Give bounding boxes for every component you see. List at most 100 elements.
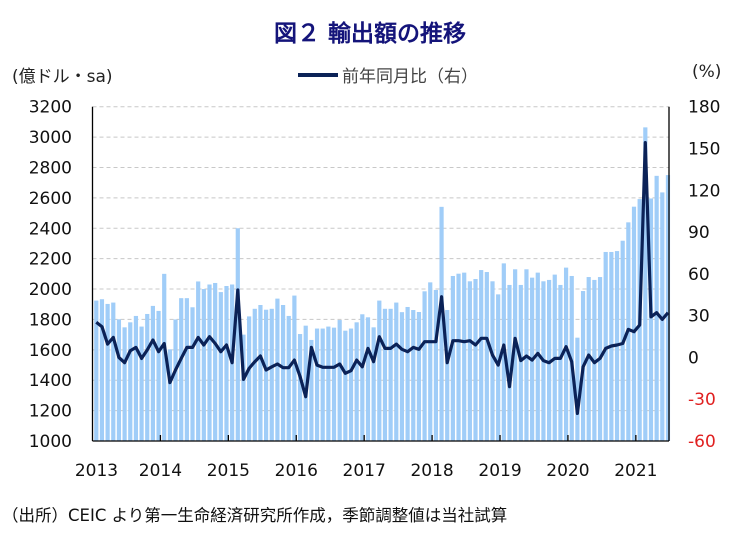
bar-export-value: [139, 326, 144, 441]
bar-export-value: [354, 322, 359, 441]
yoy-line: [95, 141, 670, 415]
right-tick-label: 150: [688, 139, 720, 159]
bar-export-value: [297, 334, 303, 441]
bar-export-value: [264, 309, 269, 441]
bar-export-value: [473, 279, 478, 441]
bar-export-value: [190, 307, 195, 441]
bar-export-value: [416, 311, 422, 441]
bar-export-value: [371, 327, 376, 441]
bar-export-value: [343, 330, 348, 441]
bar-export-value: [292, 295, 297, 441]
bar-export-value: [462, 272, 467, 441]
left-tick-label: 1600: [29, 341, 72, 361]
bar-export-value: [558, 284, 563, 441]
bar-export-value: [156, 310, 161, 441]
bar-export-value: [122, 327, 127, 441]
bar-export-value: [224, 286, 229, 441]
bar-export-value: [128, 322, 133, 441]
bar-export-value: [331, 327, 337, 441]
left-tick-label: 2200: [29, 250, 72, 270]
bar-export-value: [563, 267, 569, 441]
left-tick-label: 3000: [29, 128, 72, 148]
bar-export-value: [207, 284, 212, 441]
bar-export-value: [184, 298, 189, 441]
bar-export-value: [173, 319, 178, 441]
bar-export-value: [405, 306, 410, 441]
bar-export-value: [648, 198, 654, 441]
right-tick-label: 180: [688, 98, 720, 118]
x-tick-label: 2017: [343, 461, 386, 481]
x-tick-label: 2020: [546, 461, 589, 481]
x-tick-label: 2014: [139, 461, 182, 481]
bar-export-value: [479, 270, 484, 441]
bar-export-value: [314, 328, 320, 441]
bar-export-value: [201, 289, 206, 441]
right-tick-label: 120: [688, 181, 720, 201]
bar-export-value: [422, 291, 427, 441]
bar-export-value: [105, 303, 110, 441]
bar-export-value: [411, 310, 416, 441]
left-tick-label: 3200: [29, 98, 72, 118]
bar-export-value: [337, 320, 342, 441]
left-tick-label: 2400: [29, 219, 72, 239]
bar-export-value: [269, 308, 274, 441]
bar-export-value: [241, 334, 246, 441]
bar-export-value: [445, 310, 450, 441]
bar-export-value: [286, 315, 291, 441]
bar-export-value: [428, 282, 433, 441]
x-tick-label: 2013: [75, 461, 118, 481]
right-tick-label: -30: [688, 390, 716, 410]
right-tick-label: 60: [688, 265, 710, 285]
bar-export-value: [513, 269, 518, 441]
source-note: （出所）CEIC より第一生命経済研究所作成，季節調整値は当社試算: [2, 506, 508, 525]
bar-export-value: [320, 328, 325, 441]
x-tick-label: 2019: [478, 461, 521, 481]
bar-export-value: [360, 314, 365, 441]
legend: 前年同月比（右）: [298, 62, 478, 87]
x-tick-label: 2018: [410, 461, 453, 481]
bar-export-value: [535, 272, 540, 441]
bar-export-value: [167, 349, 172, 441]
bar-export-value: [326, 326, 331, 441]
bar-export-value: [518, 284, 523, 441]
bar-export-value: [377, 300, 382, 441]
bar-export-value: [382, 308, 388, 441]
left-tick-label: 2600: [29, 189, 72, 209]
left-tick-label: 1400: [29, 371, 72, 391]
x-tick-label: 2015: [207, 461, 250, 481]
bar-export-value: [365, 317, 371, 441]
bar-export-value: [280, 305, 286, 441]
bar-export-value: [660, 192, 665, 441]
bar-export-value: [507, 284, 512, 441]
bar-export-value: [388, 308, 393, 441]
bar-export-value: [213, 282, 218, 441]
bar-export-value: [399, 312, 405, 441]
bar-export-value: [247, 316, 252, 441]
bar-export-value: [99, 299, 105, 441]
bar-export-value: [94, 300, 99, 441]
bar-export-value: [116, 319, 122, 441]
x-tick-label: 2016: [275, 461, 318, 481]
bar-export-value: [275, 298, 280, 441]
chart-title: 図２ 輸出額の推移: [273, 21, 466, 47]
bar-export-value: [586, 277, 591, 441]
bar-export-value: [218, 292, 223, 441]
bar-export-value: [252, 308, 257, 441]
bar-export-value: [643, 127, 648, 442]
bar-export-value: [484, 272, 489, 441]
bar-export-value: [631, 206, 637, 441]
bar-export-value: [145, 313, 150, 441]
right-tick-label: 30: [688, 307, 710, 327]
x-tick-label: 2021: [614, 461, 657, 481]
bar-export-value: [433, 289, 438, 441]
right-tick-label: 0: [688, 348, 699, 368]
bar-export-value: [654, 175, 659, 441]
right-tick-label: 90: [688, 223, 710, 243]
bar-export-value: [439, 206, 444, 441]
bar-export-value: [394, 302, 399, 441]
bar-export-value: [111, 302, 116, 441]
bar-export-value: [179, 298, 184, 441]
bar-export-value: [133, 315, 139, 441]
